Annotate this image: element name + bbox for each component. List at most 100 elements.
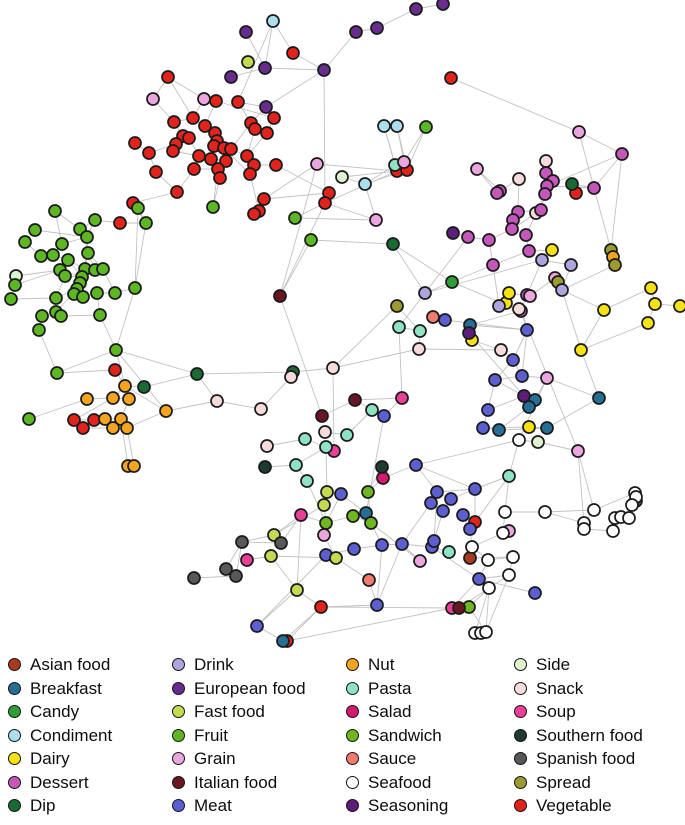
network-node-snack [210,394,224,408]
legend-item-nut: Nut [346,653,514,677]
network-node-fruit [81,246,95,260]
network-node-european [436,0,450,11]
network-node-meat [481,403,495,417]
network-node-dessert [505,222,519,236]
legend-item-breakfast: Breakfast [8,677,172,701]
network-edge [126,410,167,429]
network-edge [296,514,302,591]
legend-item-southern: Southern food [514,724,684,748]
network-node-condiment [377,119,391,133]
network-edge [275,164,330,194]
network-node-meat [476,421,490,435]
legend-label: Southern food [536,725,643,745]
network-node-vegetable [167,115,181,129]
legend-label: Dessert [30,772,89,792]
network-node-snack [254,402,268,416]
legend-label: Candy [30,702,80,722]
network-node-condiment [390,119,404,133]
southern-legend-dot-icon [514,728,527,742]
network-node-condiment [266,14,280,28]
network-node-fruit [58,269,72,283]
network-edge [376,8,417,29]
network-edge [485,587,490,633]
network-edge [474,475,510,523]
legend-label: Salad [368,702,412,722]
network-nodes [4,0,685,648]
legend-label: Meat [194,796,232,816]
asian-legend-dot-icon [8,658,21,672]
network-node-nut [159,404,173,418]
network-edge [34,229,88,238]
network-node-spanish [274,536,288,550]
network-node-sauce [362,573,376,587]
network-edge [286,606,322,642]
network-edge [167,76,205,100]
network-node-fastfood [317,498,331,512]
network-graph-area [4,0,685,648]
network-node-pasta [442,545,456,559]
network-node-snack [284,370,298,384]
network-node-spanish [229,569,243,583]
network-edge [196,371,294,375]
network-node-fruit [46,248,60,262]
network-node-fruit [90,286,104,300]
network-edge [403,126,427,163]
network-node-vegetable [204,152,218,166]
network-node-snack [412,342,426,356]
network-node-seafood [465,540,479,554]
legend-label: Pasta [368,678,412,698]
network-node-vegetable [161,70,175,84]
network-node-fruit [32,323,46,337]
legend-label: Drink [194,655,234,675]
network-node-southern [258,460,272,474]
network-node-meat [528,586,542,600]
legend-column: Nut Pasta Salad Sandwich Sauce Seafood Seasoni… [346,653,514,818]
network-node-grain [146,92,160,106]
network-node-spanish [187,571,201,585]
legend-item-dairy: Dairy [8,747,172,771]
network-node-spread [390,299,404,313]
sandwich-legend-dot-icon [346,728,359,742]
network-node-condiment [358,177,372,191]
legend-label: Condiment [30,725,113,745]
network-node-vegetable [209,94,223,108]
network-node-sandwich [364,516,378,530]
network-node-meat [395,537,409,551]
seasoning-legend-dot-icon [346,799,359,813]
network-node-seafood [502,568,516,582]
legend-item-fastfood: Fast food [172,700,346,724]
legend-item-dessert: Dessert [8,771,172,795]
network-node-vegetable [113,216,127,230]
network-edge [418,348,502,351]
condiment-legend-dot-icon [8,728,21,742]
network-node-dessert [615,147,629,161]
network-node-fastfood [329,551,343,565]
spanish-legend-dot-icon [514,752,527,766]
network-node-snack [539,154,553,168]
network-node-vegetable [260,126,274,140]
network-node-vegetable [170,185,184,199]
network-node-drink [492,299,506,313]
legend-label: Vegetable [536,796,612,816]
network-node-meat [438,313,452,327]
legend-label: European food [194,678,306,698]
network-node-meat [377,409,391,423]
network-edge [332,367,335,452]
network-node-vegetable [269,158,283,172]
network-edge [132,191,178,204]
network-node-european [239,25,253,39]
network-node-seafood [479,625,493,639]
network-edge [265,69,325,108]
network-edge [306,480,327,524]
network-node-sandwich [346,509,360,523]
legend-label: Nut [368,655,395,675]
network-node-dessert [587,181,601,195]
network-node-fastfood [290,583,304,597]
network-node-spanish [219,562,233,576]
network-edge [279,239,312,297]
legend-label: Snack [536,678,584,698]
network-node-fruit [49,291,63,305]
legend-item-spanish: Spanish food [514,747,684,771]
network-node-soup [294,508,308,522]
network-node-dessert [482,233,496,247]
